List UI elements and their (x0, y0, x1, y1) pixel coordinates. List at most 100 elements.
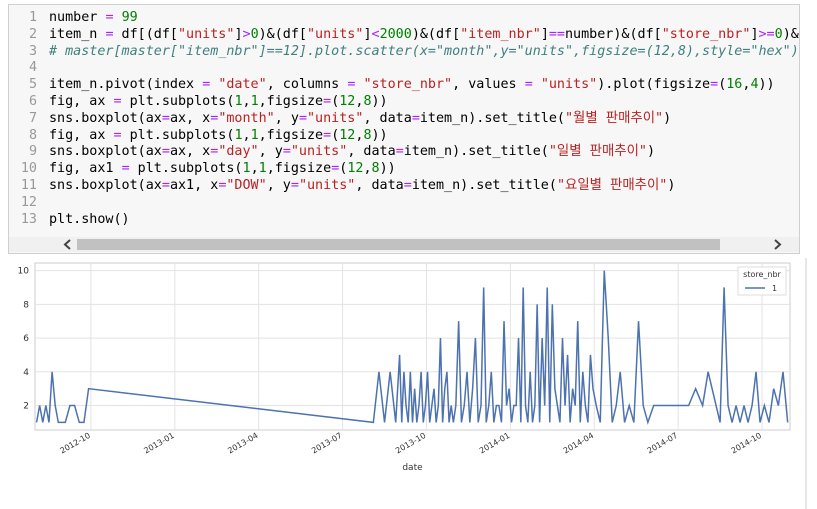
y-tick-label: 2 (23, 402, 29, 412)
number-token: 0 (774, 26, 783, 42)
y-tick-label: 4 (23, 368, 29, 378)
operator-token: = (161, 110, 170, 126)
line-number: 11 (20, 178, 37, 193)
number-token: 16 (726, 77, 743, 93)
line-series (35, 270, 789, 425)
line-number: 5 (28, 77, 37, 93)
operator-token: = (161, 144, 170, 160)
string-token: "day" (218, 144, 259, 160)
operator-token: = (290, 178, 299, 193)
line-number: 7 (28, 110, 37, 126)
operator-token: = (282, 144, 291, 160)
code-cell[interactable]: 1 number = 99 2 item_n = df[(df["units"]>0)… (8, 4, 800, 254)
legend-box (737, 266, 787, 296)
operator-token: = (331, 161, 340, 177)
string-token: "요일별 판매추이" (556, 178, 668, 193)
number-token: 1 (234, 127, 243, 143)
operator-token: = (161, 178, 170, 193)
code-line: fig, ax = plt.subplots(1,1,figsize=(12,8… (49, 127, 388, 143)
operator-token: = (411, 110, 420, 126)
operator-token: = (395, 144, 404, 160)
operator-token: = (105, 10, 114, 25)
line-number: 1 (28, 10, 37, 25)
y-tick-label: 8 (23, 300, 29, 310)
number-token: 8 (371, 161, 380, 177)
number-token: 1 (250, 94, 259, 109)
number-token: 4 (750, 77, 759, 93)
string-token: "store_nbr" (661, 26, 751, 42)
operator-token: > (242, 26, 251, 42)
x-tick-label: 2014-10 (730, 431, 763, 456)
number-token: 99 (121, 10, 138, 25)
string-token: "월별 판매추이" (565, 110, 664, 126)
number-token: 1 (242, 161, 251, 177)
string-token: "units" (307, 26, 364, 42)
code-line: number = 99 (49, 10, 138, 25)
line-number: 2 (28, 26, 37, 42)
scroll-right-arrow[interactable] (774, 239, 782, 250)
operator-token: = (113, 94, 122, 109)
string-token: "units" (540, 77, 598, 93)
x-tick-label: 2013-07 (310, 431, 343, 456)
number-token: 1 (250, 127, 259, 143)
line-number: 12 (20, 194, 37, 210)
operator-token: = (323, 127, 332, 143)
line-number: 3 (28, 43, 37, 59)
line-number: 4 (28, 60, 37, 76)
line-number: 6 (28, 94, 37, 109)
x-tick-label: 2014-07 (646, 431, 679, 456)
line-number: 10 (20, 161, 37, 177)
string-token: "일별 판매추이" (548, 144, 647, 160)
x-tick-label: 2014-01 (478, 431, 511, 456)
operator-token: < (371, 26, 380, 42)
scrollbar (9, 237, 799, 252)
line-number: 8 (28, 127, 37, 143)
number-token: 8 (363, 94, 372, 109)
string-token: "units" (307, 110, 364, 126)
string-token: "month" (218, 110, 275, 126)
code-line: item_n.pivot(index = "date", columns = "… (49, 77, 775, 93)
x-tick-label: 2014-04 (562, 431, 595, 456)
x-tick-label: 2012-10 (58, 431, 91, 456)
operator-token: = (210, 110, 219, 126)
string-token: "units" (178, 26, 235, 42)
operator-token: == (548, 26, 565, 42)
operator-token: = (298, 110, 307, 126)
y-tick-label: 10 (18, 267, 30, 277)
code-line: fig, ax = plt.subplots(1,1,figsize=(12,8… (49, 94, 388, 109)
number-token: 2000 (379, 26, 412, 42)
code-line: plt.show() (49, 211, 130, 227)
code-line: sns.boxplot(ax=ax, x="month", y="units",… (49, 110, 672, 126)
scroll-left-arrow[interactable] (63, 239, 71, 250)
operator-token: = (202, 77, 211, 93)
legend-label: 1 (772, 284, 777, 293)
legend-title: store_nbr (743, 270, 781, 279)
x-tick-label: 2013-01 (142, 431, 175, 456)
operator-token: = (710, 77, 719, 93)
line-number: 9 (28, 144, 37, 160)
y-tick-label: 6 (23, 334, 29, 344)
string-token: "date" (218, 77, 267, 93)
number-token: 8 (363, 127, 372, 143)
plot-area (34, 262, 791, 431)
number-token: 0 (250, 26, 259, 42)
code-line: fig, ax1 = plt.subplots(1,1,figsize=(12,… (49, 161, 396, 177)
number-token: 1 (234, 94, 243, 109)
operator-token: = (403, 178, 412, 193)
operator-token: = (210, 144, 219, 160)
string-token: "store_nbr" (363, 77, 453, 93)
operator-token: = (105, 26, 114, 42)
x-axis-label: date (402, 463, 423, 473)
scroll-thumb[interactable] (77, 239, 720, 250)
string-token: "DOW" (226, 178, 267, 193)
operator-token: = (218, 178, 227, 193)
line-number: 13 (20, 211, 37, 227)
operator-token: >= (758, 26, 775, 42)
code-line: # master[master["item_nbr"]==12].plot.sc… (49, 43, 799, 59)
number-token: 12 (339, 94, 356, 109)
operator-token: = (323, 94, 332, 109)
string-token: "item_nbr" (460, 26, 541, 42)
number-token: 1 (258, 161, 267, 177)
string-token: "units" (298, 178, 356, 193)
